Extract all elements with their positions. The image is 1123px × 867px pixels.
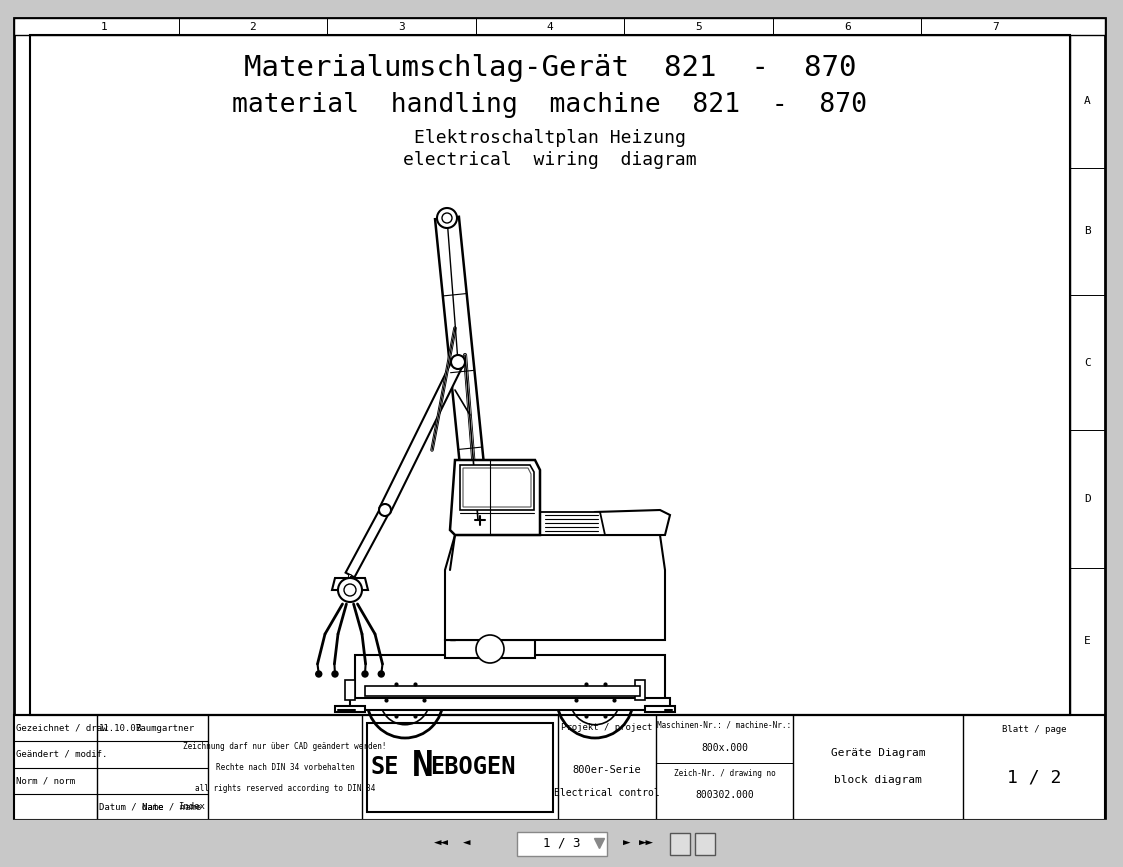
Text: 1: 1 <box>101 22 108 31</box>
Text: 7: 7 <box>993 22 999 31</box>
Text: Rechte nach DIN 34 vorbehalten: Rechte nach DIN 34 vorbehalten <box>216 763 355 772</box>
Polygon shape <box>346 508 390 577</box>
Text: ◄◄: ◄◄ <box>433 837 449 850</box>
Text: Baumgartner: Baumgartner <box>135 724 194 733</box>
Circle shape <box>395 690 414 709</box>
Circle shape <box>437 208 457 228</box>
Text: Materialumschlag-Gerät  821  -  870: Materialumschlag-Gerät 821 - 870 <box>244 54 856 82</box>
Text: C: C <box>1084 357 1090 368</box>
Text: E: E <box>1084 636 1090 647</box>
Circle shape <box>585 690 604 709</box>
Text: ►►: ►► <box>639 837 654 850</box>
Text: all rights reserved according to DIN 34: all rights reserved according to DIN 34 <box>194 784 375 793</box>
Polygon shape <box>380 359 464 512</box>
Polygon shape <box>645 706 675 712</box>
Circle shape <box>476 635 504 663</box>
Text: Zeichnung darf nur über CAD geändert werden!: Zeichnung darf nur über CAD geändert wer… <box>183 742 386 751</box>
Text: SE: SE <box>369 755 399 779</box>
Polygon shape <box>435 217 490 526</box>
Circle shape <box>344 584 356 596</box>
Text: 5: 5 <box>695 22 702 31</box>
Polygon shape <box>350 698 670 710</box>
Circle shape <box>332 671 338 677</box>
Text: 6: 6 <box>843 22 850 31</box>
Text: Gezeichnet / draw: Gezeichnet / draw <box>16 724 108 733</box>
Bar <box>517 831 606 856</box>
Circle shape <box>451 355 465 369</box>
Bar <box>0 820 1123 867</box>
Text: B: B <box>1084 226 1090 237</box>
Text: 2: 2 <box>249 22 256 31</box>
Text: Blatt / page: Blatt / page <box>1002 725 1066 733</box>
Text: ►: ► <box>623 837 630 850</box>
Circle shape <box>381 675 430 725</box>
Text: 1 / 2: 1 / 2 <box>1007 768 1061 786</box>
Text: N: N <box>412 748 433 783</box>
Text: 800x.000: 800x.000 <box>701 743 748 753</box>
Polygon shape <box>335 706 365 712</box>
Text: Electrical control: Electrical control <box>554 788 660 798</box>
Text: Maschinen-Nr.: / machine-Nr.:: Maschinen-Nr.: / machine-Nr.: <box>657 720 792 729</box>
Bar <box>367 723 553 812</box>
Circle shape <box>557 662 633 738</box>
Circle shape <box>378 671 384 677</box>
Polygon shape <box>594 838 604 849</box>
Polygon shape <box>535 512 605 535</box>
Polygon shape <box>463 468 531 507</box>
Text: Projekt / project: Projekt / project <box>562 723 652 733</box>
Polygon shape <box>634 680 645 700</box>
Circle shape <box>378 504 391 516</box>
Circle shape <box>362 671 368 677</box>
Text: electrical  wiring  diagram: electrical wiring diagram <box>403 151 696 169</box>
Polygon shape <box>595 510 670 535</box>
Bar <box>13 715 1105 820</box>
Text: 800er-Serie: 800er-Serie <box>573 765 641 775</box>
Polygon shape <box>332 578 368 590</box>
Bar <box>30 35 1070 715</box>
Bar <box>669 832 690 855</box>
Text: Zeich-Nr. / drawing no: Zeich-Nr. / drawing no <box>674 768 775 778</box>
Text: Norm / norm: Norm / norm <box>16 776 75 786</box>
Text: 800302.000: 800302.000 <box>695 790 754 800</box>
Text: Index: Index <box>179 802 204 812</box>
Text: 1 / 3: 1 / 3 <box>542 837 581 850</box>
Text: 11.10.07: 11.10.07 <box>99 724 141 733</box>
Circle shape <box>338 578 362 602</box>
Text: 3: 3 <box>398 22 404 31</box>
Circle shape <box>442 213 451 223</box>
Text: A: A <box>1084 96 1090 107</box>
Polygon shape <box>365 686 640 696</box>
Polygon shape <box>355 655 665 700</box>
Text: block diagram: block diagram <box>834 775 922 785</box>
Text: D: D <box>1084 494 1090 504</box>
Circle shape <box>367 662 442 738</box>
Bar <box>694 832 714 855</box>
Circle shape <box>570 675 620 725</box>
Text: Geändert / modif.: Geändert / modif. <box>16 750 108 759</box>
Text: Datum / date: Datum / date <box>99 802 164 812</box>
Bar <box>13 18 1105 35</box>
Text: Elektroschaltplan Heizung: Elektroschaltplan Heizung <box>414 129 686 147</box>
Text: 4: 4 <box>547 22 554 31</box>
Text: Name / name: Name / name <box>141 802 201 812</box>
Text: Geräte Diagram: Geräte Diagram <box>831 748 925 758</box>
Text: EBOGEN: EBOGEN <box>430 755 515 779</box>
Polygon shape <box>460 465 535 510</box>
Text: ◄: ◄ <box>463 837 471 850</box>
Polygon shape <box>445 640 535 658</box>
Polygon shape <box>450 460 540 535</box>
Polygon shape <box>345 680 355 700</box>
Circle shape <box>316 671 322 677</box>
Text: material  handling  machine  821  -  870: material handling machine 821 - 870 <box>232 92 867 118</box>
Polygon shape <box>445 535 665 640</box>
